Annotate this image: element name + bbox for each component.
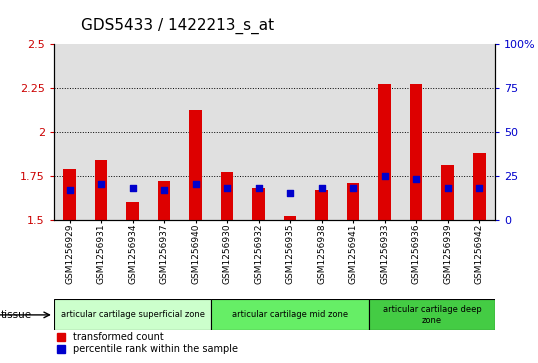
Bar bbox=[95, 160, 108, 220]
Text: GDS5433 / 1422213_s_at: GDS5433 / 1422213_s_at bbox=[81, 18, 274, 34]
Point bbox=[475, 185, 484, 191]
Point bbox=[380, 173, 389, 179]
Text: articular cartilage deep
zone: articular cartilage deep zone bbox=[383, 305, 482, 325]
Legend: transformed count, percentile rank within the sample: transformed count, percentile rank withi… bbox=[53, 329, 242, 358]
Point bbox=[97, 182, 105, 187]
Text: articular cartilage mid zone: articular cartilage mid zone bbox=[232, 310, 348, 319]
Text: articular cartilage superficial zone: articular cartilage superficial zone bbox=[61, 310, 204, 319]
Bar bbox=[347, 183, 359, 220]
Bar bbox=[221, 172, 233, 220]
Point bbox=[223, 185, 231, 191]
Point bbox=[349, 185, 357, 191]
Point bbox=[286, 190, 294, 196]
Bar bbox=[378, 84, 391, 220]
Point bbox=[317, 185, 326, 191]
Point bbox=[160, 187, 168, 193]
Bar bbox=[473, 153, 485, 220]
Point bbox=[192, 182, 200, 187]
Point bbox=[254, 185, 263, 191]
Bar bbox=[189, 110, 202, 220]
Point bbox=[128, 185, 137, 191]
Point bbox=[412, 176, 421, 182]
Bar bbox=[54, 299, 211, 330]
Point bbox=[443, 185, 452, 191]
Bar bbox=[126, 202, 139, 220]
Text: tissue: tissue bbox=[1, 310, 32, 320]
Bar bbox=[252, 188, 265, 220]
Bar bbox=[211, 299, 369, 330]
Bar bbox=[315, 190, 328, 220]
Bar bbox=[63, 168, 76, 220]
Bar bbox=[369, 299, 495, 330]
Bar bbox=[410, 84, 422, 220]
Bar bbox=[158, 181, 171, 220]
Bar bbox=[284, 216, 296, 220]
Point bbox=[65, 187, 74, 193]
Bar bbox=[441, 165, 454, 220]
